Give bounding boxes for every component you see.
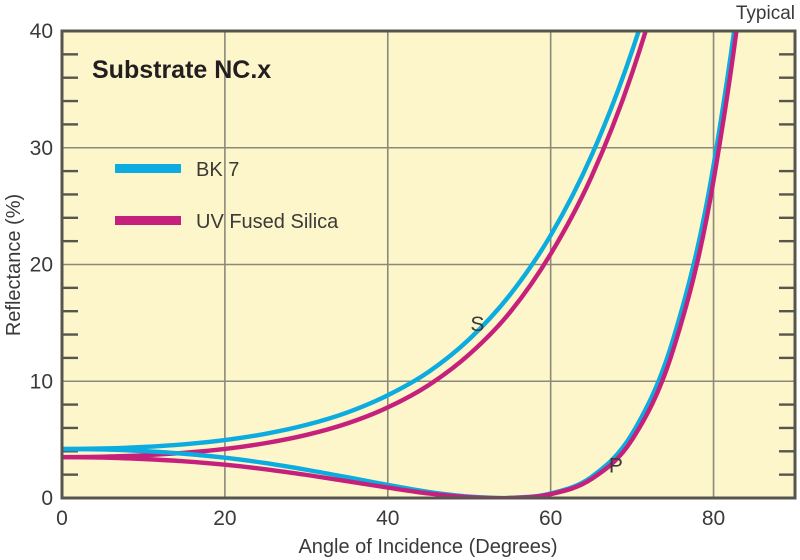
curve-uv-fused-silica-p-polarization [62,31,739,498]
chart-title: Substrate NC.x [92,56,271,84]
y-tick-label-30: 30 [30,137,53,160]
x-tick-label-0: 0 [56,507,68,530]
curve-uv-fused-silica-s-polarization [62,31,649,460]
curve-bk-7-p-polarization [62,31,737,498]
curve-annotations: SP [470,313,622,477]
x-tick-label-20: 20 [213,507,236,530]
p-polarization-label: P [609,454,623,477]
x-tick-label-60: 60 [539,507,562,530]
legend-swatch-uv-fused-silica [115,216,181,225]
y-axis-title: Reflectance (%) [3,194,25,336]
x-tick-label-80: 80 [702,507,725,530]
axis-ticks [62,53,795,476]
legend-label-bk7: BK 7 [196,159,239,181]
x-axis-title: Angle of Incidence (Degrees) [298,536,557,558]
gridlines [62,31,795,498]
legend-label-uv-fused-silica: UV Fused Silica [196,211,339,233]
y-tick-label-40: 40 [30,20,53,43]
plot-frame [60,29,797,500]
legend-swatch-bk7 [115,164,181,173]
typical-note: Typical [736,3,795,24]
y-tick-label-20: 20 [30,254,53,277]
legend: BK 7 UV Fused Silica [115,159,339,233]
s-polarization-label: S [470,313,484,336]
y-tick-label-10: 10 [30,370,53,393]
x-tick-label-40: 40 [376,507,399,530]
x-axis-tick-labels: 0 20 40 60 80 [56,507,725,530]
y-axis-tick-labels: 0 10 20 30 40 [30,20,53,510]
data-curves [62,31,739,498]
y-tick-label-0: 0 [41,487,53,510]
curve-bk-7-s-polarization [62,31,641,452]
